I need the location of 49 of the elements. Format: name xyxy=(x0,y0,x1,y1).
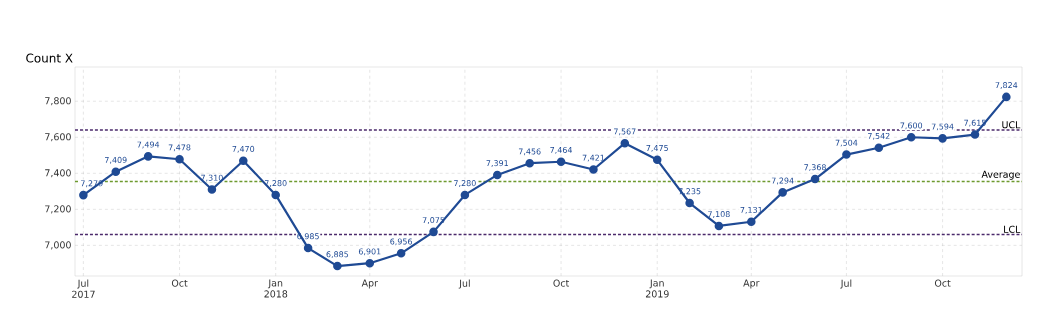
point xyxy=(747,217,756,227)
point xyxy=(333,261,342,271)
point xyxy=(303,243,313,253)
point xyxy=(525,158,534,168)
x-tick-label: Oct xyxy=(171,279,188,287)
point xyxy=(365,258,375,268)
point xyxy=(111,167,121,176)
ref-line-label: UCL xyxy=(1002,121,1021,129)
y-tick-label: 7,000 xyxy=(45,241,71,250)
chart-title: Count X xyxy=(26,53,73,63)
point xyxy=(429,227,438,237)
ref-line-label: LCL xyxy=(1004,225,1021,233)
point xyxy=(396,249,406,258)
point xyxy=(970,130,980,139)
point xyxy=(778,188,787,197)
point xyxy=(685,198,694,208)
x-tick-label: Oct xyxy=(553,279,570,287)
point xyxy=(1002,92,1011,102)
x-tick-label: Apr xyxy=(743,279,760,289)
point xyxy=(460,190,470,200)
point xyxy=(620,138,630,148)
point xyxy=(493,170,502,180)
y-tick-label: 7,600 xyxy=(45,133,71,142)
point xyxy=(556,157,566,167)
point xyxy=(207,185,217,194)
x-tick-label: Jul xyxy=(840,279,852,289)
point xyxy=(79,190,88,200)
point xyxy=(714,221,724,231)
x-tick-label: Jan 2018 xyxy=(264,279,288,298)
point xyxy=(842,150,851,159)
point xyxy=(874,143,884,153)
x-tick-label: Jul xyxy=(458,279,470,289)
point xyxy=(589,165,598,174)
point xyxy=(906,132,916,142)
y-tick-label: 7,400 xyxy=(45,169,71,178)
ref-line-label: Average xyxy=(981,170,1020,180)
point xyxy=(652,155,662,165)
y-tick-label: 7,800 xyxy=(45,97,71,106)
x-tick-label: Jul 2017 xyxy=(72,279,95,298)
point xyxy=(175,154,184,164)
point xyxy=(938,134,947,143)
point xyxy=(239,156,248,165)
y-tick-label: 7,200 xyxy=(45,205,71,214)
x-tick-label: Oct xyxy=(934,279,951,287)
point xyxy=(271,190,280,200)
point xyxy=(143,152,153,161)
x-tick-label: Apr xyxy=(361,279,378,289)
x-tick-label: Jan 2019 xyxy=(645,279,669,298)
point xyxy=(810,174,820,184)
